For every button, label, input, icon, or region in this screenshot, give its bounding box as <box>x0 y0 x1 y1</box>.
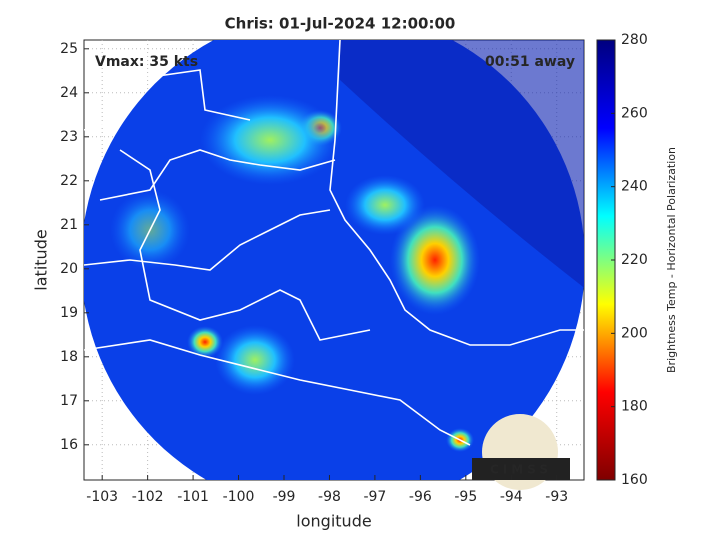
title: Chris: 01-Jul-2024 12:00:00 <box>225 15 456 33</box>
colorbar-label: Brightness Temp - Horizontal Polarizatio… <box>665 147 678 373</box>
dark-region <box>340 40 584 288</box>
convection <box>390 205 480 315</box>
y-tick-label: 25 <box>60 41 78 57</box>
x-tick-label: -95 <box>454 489 477 505</box>
colorbar-tick-label: 200 <box>621 325 648 341</box>
x-tick-label: -94 <box>500 489 523 505</box>
swath <box>84 40 584 480</box>
colorbar-tick-label: 280 <box>621 32 648 48</box>
y-tick-label: 24 <box>60 85 78 101</box>
y-tick-label: 22 <box>60 173 78 189</box>
vmax-annotation: Vmax: 35 kts <box>95 54 198 70</box>
x-tick-label: -97 <box>363 489 386 505</box>
y-tick-label: 18 <box>60 349 78 365</box>
x-tick-label: -101 <box>177 489 209 505</box>
logo: CIMSS <box>472 414 570 490</box>
cloud <box>345 175 425 235</box>
y-tick-label: 17 <box>60 393 78 409</box>
logo-band <box>472 458 570 480</box>
x-tick-label: -93 <box>545 489 568 505</box>
coastlines <box>84 40 584 446</box>
colorbar-tick-label: 160 <box>621 472 648 488</box>
convection <box>187 326 223 358</box>
x-axis-label: longitude <box>296 512 371 531</box>
colorbar-tick-label: 180 <box>621 399 648 415</box>
x-tick-label: -99 <box>273 489 296 505</box>
cloud <box>215 325 295 395</box>
x-tick-label: -103 <box>86 489 118 505</box>
colorbar-tick-label: 220 <box>621 252 648 268</box>
colorbar-tick-label: 240 <box>621 179 648 195</box>
logo-text: CIMSS <box>490 463 552 477</box>
time-annotation: 00:51 away <box>485 54 575 70</box>
y-tick-label: 23 <box>60 129 78 145</box>
y-axis-label: latitude <box>32 229 51 290</box>
x-tick-label: -98 <box>318 489 341 505</box>
y-tick-label: 19 <box>60 305 78 321</box>
x-tick-label: -100 <box>223 489 255 505</box>
x-tick-label: -96 <box>409 489 432 505</box>
y-tick-label: 16 <box>60 437 78 453</box>
colorbar-tick-label: 260 <box>621 105 648 121</box>
y-tick-label: 20 <box>60 261 78 277</box>
cloud <box>200 95 340 185</box>
x-tick-label: -102 <box>132 489 164 505</box>
y-tick-label: 21 <box>60 217 78 233</box>
